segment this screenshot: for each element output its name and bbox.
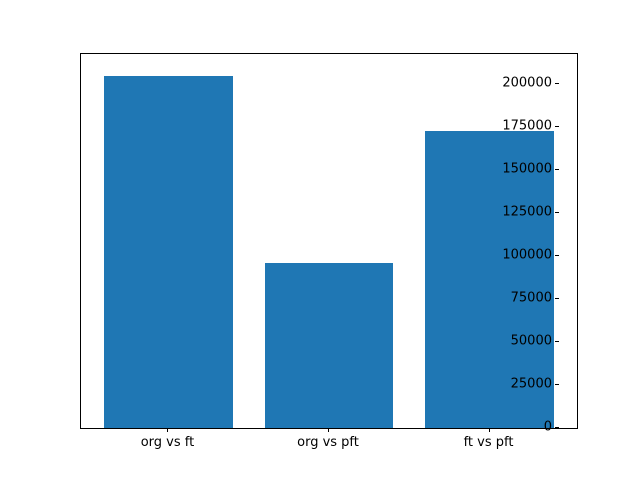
bar-org-vs-pft (264, 262, 394, 428)
y-tick-mark (555, 126, 559, 128)
y-tick-mark (555, 341, 559, 343)
y-tick-label: 200000 (502, 75, 552, 91)
x-tick-label: org vs ft (140, 435, 195, 450)
y-tick-mark (555, 212, 559, 214)
y-tick-label: 150000 (502, 161, 552, 177)
y-tick-mark (555, 169, 559, 171)
x-tick-label: ft vs pft (463, 435, 514, 450)
y-tick-mark (555, 255, 559, 257)
x-tick-mark (328, 428, 329, 432)
y-tick-label: 25000 (510, 376, 552, 392)
x-tick-mark (488, 428, 490, 432)
y-tick-label: 100000 (502, 247, 552, 263)
y-tick-mark (555, 384, 559, 385)
y-tick-label: 125000 (502, 204, 552, 220)
y-tick-label: 75000 (510, 290, 552, 306)
y-tick-mark (555, 427, 559, 428)
plot-area (80, 53, 578, 429)
bar-org-vs-ft (104, 75, 233, 428)
y-tick-label: 175000 (502, 118, 552, 134)
x-tick-mark (167, 428, 169, 432)
y-tick-mark (555, 298, 559, 300)
x-tick-label: org vs pft (297, 435, 359, 450)
y-tick-mark (555, 83, 559, 85)
bar-ft-vs-pft (425, 130, 554, 428)
y-tick-label: 0 (543, 419, 552, 435)
y-tick-label: 50000 (510, 333, 552, 349)
